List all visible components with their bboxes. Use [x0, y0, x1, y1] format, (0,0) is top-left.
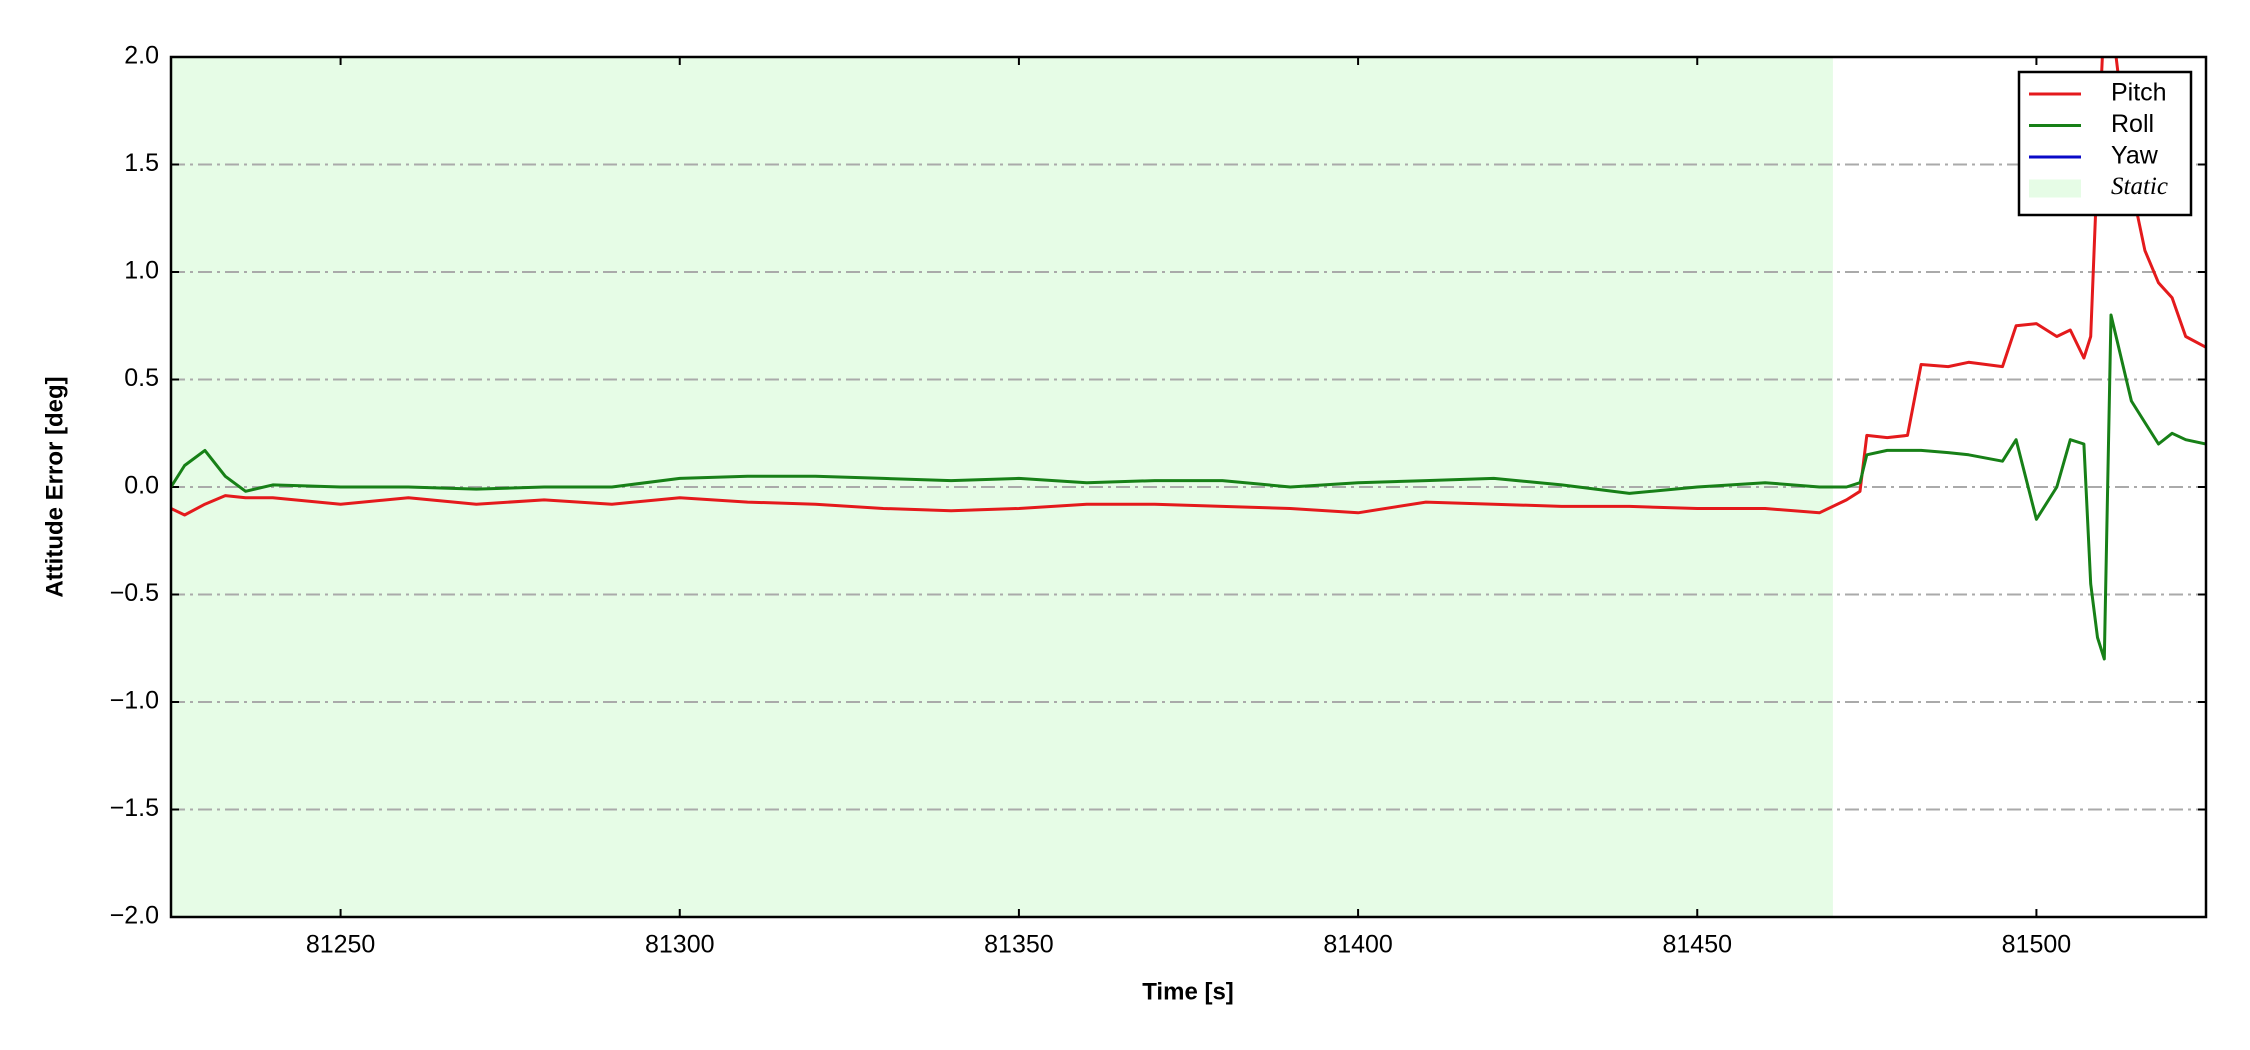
legend-label: Yaw [2111, 142, 2159, 170]
y-tick-label: −0.5 [110, 579, 159, 607]
x-tick-label: 81500 [2002, 931, 2072, 959]
x-tick-label: 81300 [645, 931, 715, 959]
y-tick-label: 1.0 [124, 257, 159, 285]
y-tick-label: −2.0 [110, 902, 159, 930]
series-line [171, 57, 2206, 517]
legend-label: Roll [2111, 110, 2154, 138]
plot-frame [169, 55, 2208, 919]
y-tick-label: −1.0 [110, 687, 159, 715]
plot-area [171, 57, 2206, 661]
legend-label: Pitch [2111, 79, 2167, 107]
x-tick-label: 81250 [306, 931, 376, 959]
legend-swatch [2029, 179, 2081, 198]
x-axis-label: Time [s] [1142, 978, 1234, 1005]
y-tick-label: 2.0 [124, 42, 159, 70]
legend-label: Static [2111, 173, 2168, 200]
x-tick-label: 81450 [1662, 931, 1732, 959]
y-tick-label: 0.0 [124, 472, 159, 500]
series-line [171, 313, 2206, 661]
y-tick-label: 1.5 [124, 149, 159, 177]
y-axis-label: Attitude Error [deg] [41, 376, 68, 597]
x-tick-label: 81400 [1323, 931, 1393, 959]
x-tick-label: 81350 [984, 931, 1054, 959]
y-tick-label: 0.5 [124, 364, 159, 392]
y-tick-label: −1.5 [110, 794, 159, 822]
